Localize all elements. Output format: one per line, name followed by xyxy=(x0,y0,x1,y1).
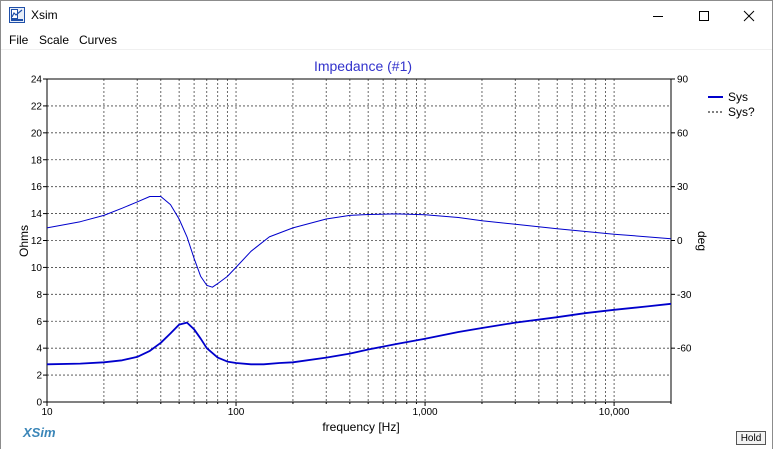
x-axis: 10 100 1,000 10,000 xyxy=(41,402,672,418)
maximize-button[interactable] xyxy=(681,1,727,31)
y-tick-label: 16 xyxy=(31,182,43,193)
plot-area xyxy=(1,49,772,449)
y-axis-right: -60 -30 0 30 60 90 xyxy=(671,75,692,355)
y-tick-label: 18 xyxy=(31,155,43,166)
y2-tick-label: -30 xyxy=(677,290,692,301)
title-bar[interactable]: Xsim xyxy=(1,1,772,31)
series-group xyxy=(46,196,672,366)
x-tick-label: 10,000 xyxy=(599,407,630,418)
y-tick-label: 4 xyxy=(36,344,42,355)
app-icon xyxy=(9,7,25,23)
window-title: Xsim xyxy=(31,8,58,22)
y-tick-label: 22 xyxy=(31,101,43,112)
legend-label-sys: Sys xyxy=(728,90,748,104)
minimize-button[interactable] xyxy=(635,1,681,31)
menu-scale[interactable]: Scale xyxy=(39,33,70,47)
chart-title: Impedance (#1) xyxy=(314,58,412,74)
x-axis-label: frequency [Hz] xyxy=(322,420,399,434)
chart-grid xyxy=(47,79,671,402)
x-tick-label: 1,000 xyxy=(413,407,438,418)
legend-label-sys-q: Sys? xyxy=(728,105,755,119)
y2-tick-label: -60 xyxy=(677,344,692,355)
y-tick-label: 0 xyxy=(36,398,42,409)
menu-file[interactable]: File xyxy=(9,33,29,47)
x-tick-label: 10 xyxy=(41,407,53,418)
xsim-brand: XSim xyxy=(23,425,56,440)
close-button[interactable] xyxy=(726,1,772,31)
y-tick-label: 14 xyxy=(31,209,43,220)
menu-curves[interactable]: Curves xyxy=(79,33,118,47)
y-tick-label: 6 xyxy=(36,317,42,328)
series-line-sys-q xyxy=(46,196,672,288)
close-icon xyxy=(743,10,755,22)
y-tick-label: 8 xyxy=(36,290,42,301)
series-line-sys xyxy=(46,302,672,366)
y2-tick-label: 30 xyxy=(677,182,689,193)
y-axis-label: Ohms xyxy=(17,225,31,257)
y-tick-label: 2 xyxy=(36,371,42,382)
y-tick-label: 12 xyxy=(31,236,43,247)
menu-bar: File Scale Curves xyxy=(1,31,772,49)
y2-axis-label: deg xyxy=(695,231,709,251)
y2-tick-label: 0 xyxy=(677,236,683,247)
y-tick-label: 24 xyxy=(31,75,43,86)
y-tick-label: 10 xyxy=(31,263,43,274)
y2-tick-label: 60 xyxy=(677,128,689,139)
legend: Sys Sys? xyxy=(708,90,755,119)
maximize-icon xyxy=(699,11,709,21)
minimize-icon xyxy=(653,16,663,17)
hold-button[interactable]: Hold xyxy=(736,431,766,445)
y-tick-label: 20 xyxy=(31,128,43,139)
x-tick-label: 100 xyxy=(228,407,245,418)
y2-tick-label: 90 xyxy=(677,75,689,86)
